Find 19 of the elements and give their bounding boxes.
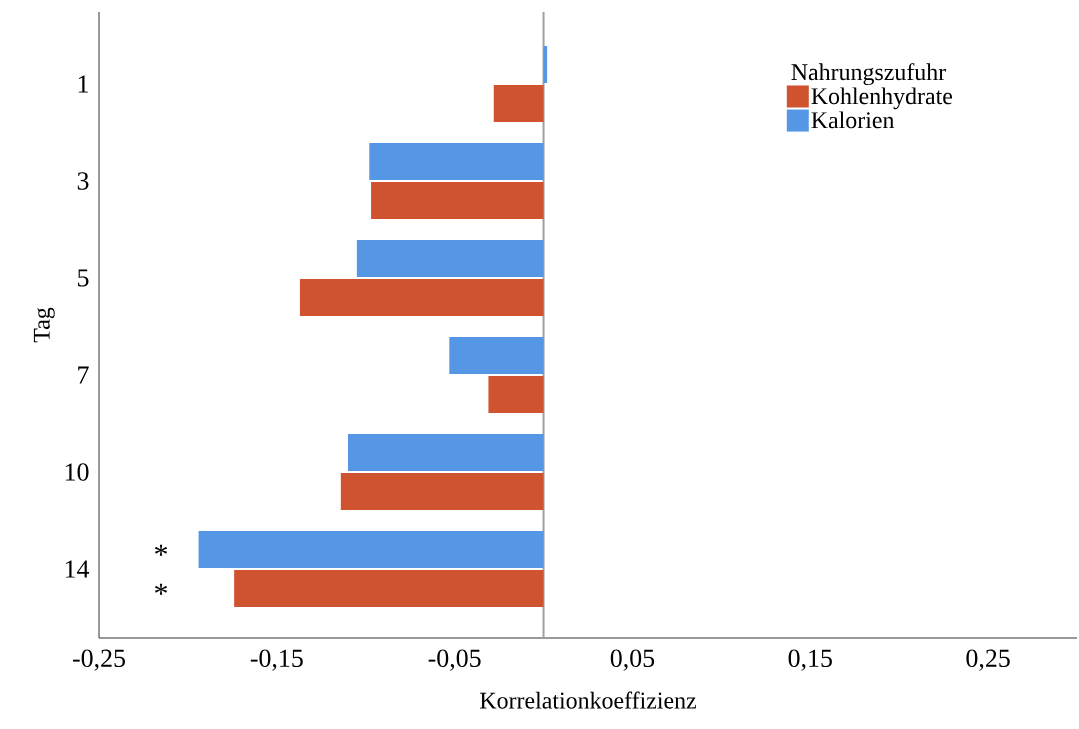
legend-label: Kalorien — [811, 111, 895, 129]
x-tick-label: -0,25 — [72, 649, 125, 671]
x-tick-label: 0,15 — [788, 649, 832, 671]
y-tick-label: 3 — [77, 172, 89, 190]
y-tick-label: 5 — [78, 269, 89, 287]
y-tick-label: 7 — [78, 366, 89, 384]
y-axis-title: Tag — [33, 307, 55, 343]
y-tick-label: 1 — [78, 75, 88, 93]
annotation: * — [154, 583, 168, 595]
legend-title: Nahrungszufuhr — [791, 63, 946, 86]
x-tick-label: -0,05 — [428, 649, 481, 671]
legend-label: Kohlenhydrate — [811, 87, 953, 110]
y-tick-label: 14 — [65, 560, 90, 578]
x-tick-label: 0,25 — [966, 649, 1010, 671]
x-tick-label: 0,05 — [610, 649, 655, 671]
annotation: * — [154, 544, 168, 556]
y-tick-label: 10 — [65, 463, 89, 481]
x-axis-title: Korrelationkoeffizienz — [480, 691, 697, 709]
x-tick-label: -0,15 — [250, 649, 303, 671]
